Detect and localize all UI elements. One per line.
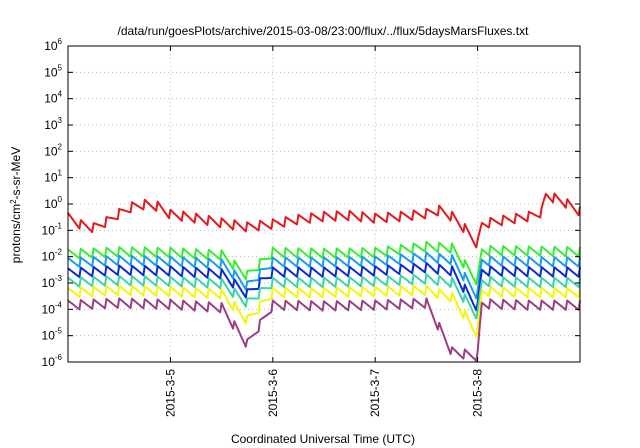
y-tick-label: 10-2 [42, 248, 63, 264]
y-tick-exponent: -1 [55, 221, 63, 230]
y-tick-label: 10-3 [42, 274, 63, 290]
y-tick-label: 10-4 [42, 300, 63, 316]
x-axis-label: Coordinated Universal Time (UTC) [231, 432, 415, 446]
y-tick-exponent: 5 [58, 63, 63, 72]
y-tick-base: 10 [44, 197, 58, 211]
y-axis: 10-610-510-410-310-210-11001011021031041… [42, 37, 580, 369]
y-tick-exponent: -6 [55, 353, 63, 362]
y-tick-exponent: 2 [58, 142, 63, 151]
y-tick-base: 10 [42, 355, 56, 369]
y-tick-exponent: 3 [58, 116, 63, 125]
y-tick-label: 104 [44, 90, 62, 106]
y-tick-exponent: -4 [55, 300, 63, 309]
y-tick-base: 10 [44, 39, 58, 53]
y-tick-base: 10 [44, 171, 58, 185]
y-tick-base: 10 [44, 92, 58, 106]
y-tick-base: 10 [42, 250, 56, 264]
x-tick-label: 2015-3-6 [266, 369, 280, 417]
y-axis-label-post: -s-sr-MeV [9, 147, 23, 200]
y-tick-label: 10-6 [42, 353, 63, 369]
series-line-2 [67, 241, 581, 286]
series-line-3 [67, 251, 581, 300]
series-line-4 [67, 261, 581, 312]
y-tick-exponent: -2 [55, 248, 63, 257]
y-tick-base: 10 [44, 65, 58, 79]
y-tick-label: 102 [44, 142, 62, 158]
y-tick-label: 10-5 [42, 327, 63, 343]
y-axis-label-sup: 2 [9, 199, 18, 204]
y-tick-label: 106 [44, 37, 62, 53]
y-tick-exponent: 6 [58, 37, 63, 46]
x-tick-label: 2015-3-8 [471, 369, 485, 417]
series-line-5 [67, 273, 581, 320]
y-tick-exponent: 1 [58, 169, 63, 178]
y-tick-exponent: 4 [58, 90, 63, 99]
x-tick-label: 2015-3-5 [163, 369, 177, 417]
y-tick-base: 10 [42, 329, 56, 343]
x-tick-label: 2015-3-7 [368, 369, 382, 417]
y-tick-base: 10 [44, 144, 58, 158]
y-tick-exponent: -3 [55, 274, 63, 283]
y-tick-base: 10 [42, 223, 56, 237]
y-tick-label: 10-1 [42, 221, 63, 237]
y-tick-label: 105 [44, 63, 62, 79]
y-tick-exponent: 0 [58, 195, 63, 204]
series-line-6 [67, 284, 581, 338]
y-axis-label: protons/cm2-s-sr-MeV [9, 147, 24, 263]
series-line-1 [67, 192, 581, 249]
y-tick-base: 10 [42, 302, 56, 316]
y-tick-label: 103 [44, 116, 62, 132]
chart-title: /data/run/goesPlots/archive/2015-03-08/2… [118, 24, 530, 38]
series-group [67, 192, 581, 362]
y-axis-label-pre: protons/cm [9, 204, 23, 263]
y-tick-base: 10 [42, 276, 56, 290]
y-tick-exponent: -5 [55, 327, 63, 336]
y-tick-label: 100 [44, 195, 62, 211]
x-axis: 2015-3-5 2015-3-6 2015-3-7 2015-3-8 [163, 46, 485, 417]
series-line-7 [67, 297, 581, 362]
y-tick-label: 101 [44, 169, 62, 185]
y-tick-base: 10 [44, 118, 58, 132]
